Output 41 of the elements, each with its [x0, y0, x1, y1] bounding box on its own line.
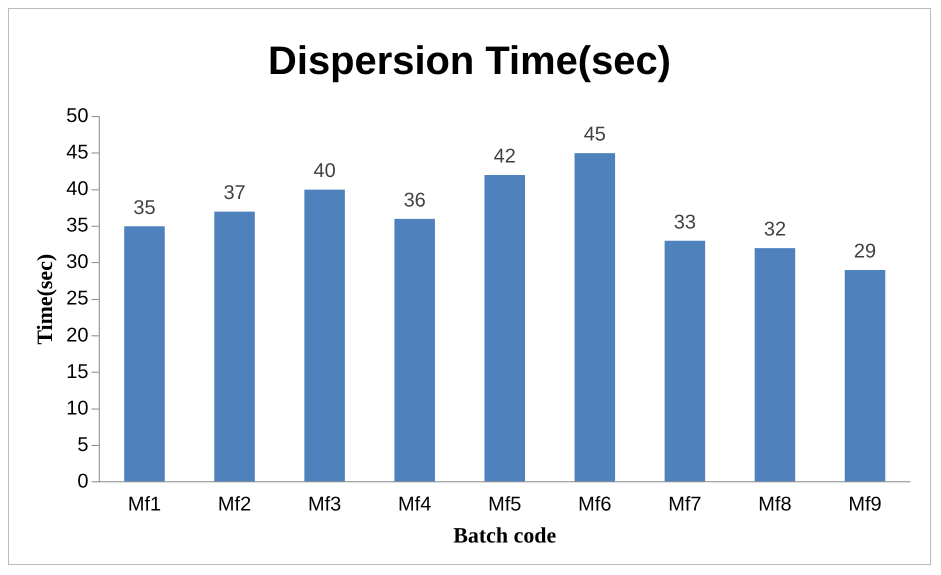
y-tick-label: 45 — [66, 142, 88, 164]
chart-title: Dispersion Time(sec) — [268, 38, 671, 83]
x-tick-label: Mf6 — [578, 493, 612, 516]
data-label: 37 — [223, 182, 246, 204]
x-tick-label: Mf9 — [848, 493, 882, 516]
bar — [664, 240, 706, 482]
bar — [304, 190, 345, 482]
y-axis-title: Time(sec) — [32, 254, 57, 345]
data-label: 45 — [584, 124, 606, 146]
x-tick-label: Mf4 — [398, 493, 432, 516]
x-tick-label: Mf3 — [308, 493, 342, 516]
y-tick-label: 5 — [77, 434, 88, 456]
y-tick-label: 25 — [66, 288, 88, 310]
y-tick-label: 35 — [66, 214, 88, 237]
bar — [844, 270, 886, 482]
bar — [574, 153, 616, 482]
y-tick-label: 0 — [77, 470, 88, 492]
y-tick-label: 30 — [66, 251, 88, 274]
data-label: 40 — [314, 160, 336, 182]
y-tick-label: 50 — [66, 105, 88, 128]
data-label: 33 — [674, 211, 696, 234]
bar — [214, 212, 255, 482]
data-label: 32 — [764, 218, 786, 241]
y-tick-label: 15 — [66, 360, 88, 383]
x-tick-label: Mf5 — [488, 493, 522, 516]
x-tick-label: Mf1 — [128, 493, 162, 516]
bar — [124, 226, 165, 482]
x-tick-label: Mf2 — [218, 493, 252, 516]
x-tick-label: Mf7 — [668, 493, 702, 516]
data-label: 35 — [133, 196, 156, 219]
x-axis-title: Batch code — [453, 522, 556, 548]
y-tick-label: 20 — [66, 324, 88, 346]
y-tick-label: 10 — [66, 397, 88, 420]
x-tick-label: Mf8 — [758, 493, 792, 516]
data-label: 42 — [494, 146, 516, 168]
y-tick-label: 40 — [66, 178, 88, 200]
bar — [484, 175, 526, 482]
data-label: 29 — [854, 240, 876, 263]
bar — [754, 248, 796, 482]
bar — [394, 218, 435, 482]
data-label: 36 — [404, 189, 426, 212]
